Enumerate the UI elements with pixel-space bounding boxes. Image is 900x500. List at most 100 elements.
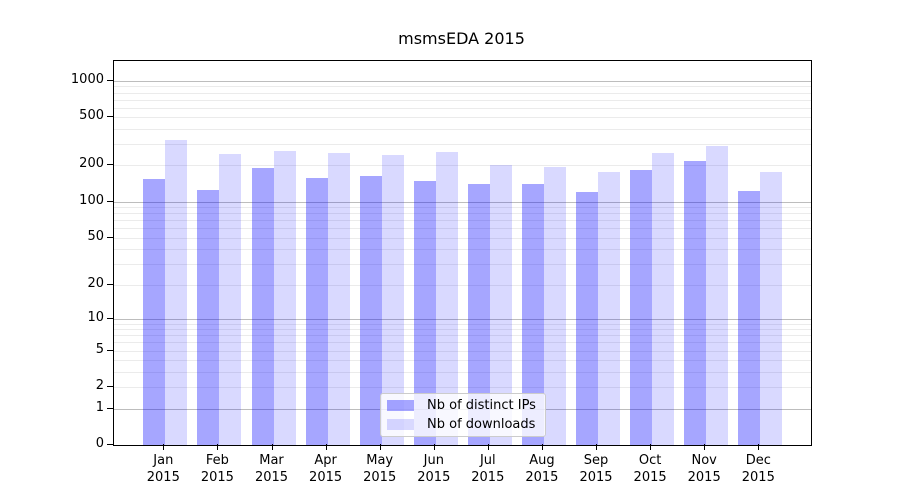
- y-tick-label: 1000: [70, 71, 104, 87]
- grid-line: [114, 335, 811, 337]
- grid-line: [114, 284, 811, 286]
- grid-line: [114, 207, 811, 209]
- grid-line: [114, 92, 811, 94]
- x-tick-mark: [163, 444, 165, 450]
- x-tick-month: Jun: [423, 453, 444, 468]
- x-tick-year: 2015: [579, 470, 613, 485]
- x-tick-month: Aug: [529, 453, 555, 468]
- legend-swatch-downloads: [387, 418, 414, 430]
- bar-distinct-ips: [359, 176, 382, 445]
- y-tick-mark: [107, 164, 113, 166]
- bar-distinct-ips: [143, 178, 166, 445]
- bar-downloads: [598, 172, 620, 445]
- bar-downloads: [219, 154, 242, 445]
- bar-distinct-ips: [251, 168, 274, 445]
- grid-line: [114, 213, 811, 215]
- bar-downloads: [435, 151, 458, 445]
- bar-downloads: [489, 165, 512, 445]
- grid-line: [114, 117, 811, 119]
- grid-line: [114, 220, 811, 222]
- x-tick-mark: [325, 444, 327, 450]
- grid-line: [114, 329, 811, 331]
- x-tick-label: Jan 2015: [131, 452, 195, 486]
- x-tick-year: 2015: [471, 470, 505, 485]
- y-tick-mark: [107, 116, 113, 118]
- x-tick-mark: [758, 444, 760, 450]
- x-tick-mark: [596, 444, 597, 450]
- x-tick-month: May: [366, 453, 394, 468]
- legend-label-distinct-ips: Nb of distinct IPs: [427, 398, 536, 414]
- bar-distinct-ips: [684, 160, 707, 445]
- y-tick-label: 20: [87, 275, 104, 291]
- y-tick-mark: [107, 349, 113, 351]
- x-tick-month: Jan: [153, 453, 174, 468]
- x-tick-label: Mar 2015: [240, 452, 304, 486]
- x-tick-label: Aug 2015: [510, 452, 574, 486]
- y-tick-mark: [107, 200, 113, 202]
- bar-distinct-ips: [521, 183, 544, 445]
- bar-distinct-ips: [467, 184, 490, 445]
- bar-distinct-ips: [305, 177, 328, 445]
- grid-line: [114, 237, 811, 239]
- y-tick-mark: [107, 283, 113, 285]
- y-tick-mark: [107, 407, 113, 409]
- bar-downloads: [273, 151, 296, 445]
- x-tick-label: Feb 2015: [185, 452, 249, 486]
- grid-line: [114, 387, 811, 389]
- x-tick-year: 2015: [146, 470, 180, 485]
- x-tick-month: Sep: [583, 453, 609, 468]
- y-tick-mark: [107, 236, 113, 238]
- x-tick-label: Nov 2015: [672, 452, 736, 486]
- x-tick-year: 2015: [309, 470, 343, 485]
- y-tick-mark: [107, 386, 113, 388]
- grid-line: [114, 144, 811, 146]
- y-tick-label: 10: [87, 309, 104, 325]
- bar-downloads: [381, 155, 404, 445]
- grid-line: [114, 249, 811, 251]
- x-tick-label: Jun 2015: [402, 452, 466, 486]
- grid-line: [114, 342, 811, 344]
- x-tick-mark: [271, 444, 273, 450]
- bar-downloads: [652, 152, 675, 445]
- y-tick-mark: [107, 444, 113, 445]
- x-tick-month: Oct: [638, 453, 662, 468]
- legend-label-downloads: Nb of downloads: [427, 416, 536, 432]
- x-tick-year: 2015: [363, 470, 397, 485]
- x-tick-month: Apr: [314, 453, 337, 468]
- chart-title: msmsEDA 2015: [398, 29, 525, 48]
- bar-downloads: [543, 166, 566, 445]
- x-tick-month: Nov: [691, 453, 717, 468]
- legend: Nb of distinct IPs Nb of downloads: [380, 393, 546, 437]
- x-tick-mark: [433, 444, 435, 450]
- grid-line: [114, 323, 811, 325]
- grid-line: [114, 129, 811, 130]
- bar-distinct-ips: [576, 191, 598, 445]
- legend-item-distinct-ips: Nb of distinct IPs: [381, 397, 545, 414]
- x-tick-label: Apr 2015: [294, 452, 358, 486]
- grid-line: [114, 86, 811, 88]
- bar-downloads: [165, 140, 188, 445]
- x-tick-year: 2015: [525, 470, 559, 485]
- plot-area: [113, 60, 812, 446]
- grid-line: [114, 80, 811, 82]
- bar-downloads: [706, 146, 729, 445]
- x-tick-mark: [217, 444, 219, 450]
- x-tick-month: Dec: [745, 453, 771, 468]
- x-tick-mark: [704, 444, 706, 450]
- grid-line: [114, 165, 811, 167]
- grid-line: [114, 360, 811, 362]
- bar-downloads: [760, 172, 783, 445]
- x-tick-label: Jul 2015: [456, 452, 520, 486]
- grid-line: [114, 263, 811, 265]
- y-tick-mark: [107, 317, 113, 319]
- grid-line: [114, 228, 811, 230]
- x-tick-mark: [541, 444, 543, 450]
- grid-line: [114, 99, 811, 101]
- x-tick-year: 2015: [254, 470, 289, 485]
- x-tick-year: 2015: [417, 470, 451, 485]
- legend-item-downloads: Nb of downloads: [381, 416, 545, 433]
- bar-distinct-ips: [738, 190, 761, 445]
- x-tick-mark: [650, 444, 652, 450]
- y-tick-label: 100: [79, 192, 104, 208]
- x-tick-label: Oct 2015: [618, 452, 682, 486]
